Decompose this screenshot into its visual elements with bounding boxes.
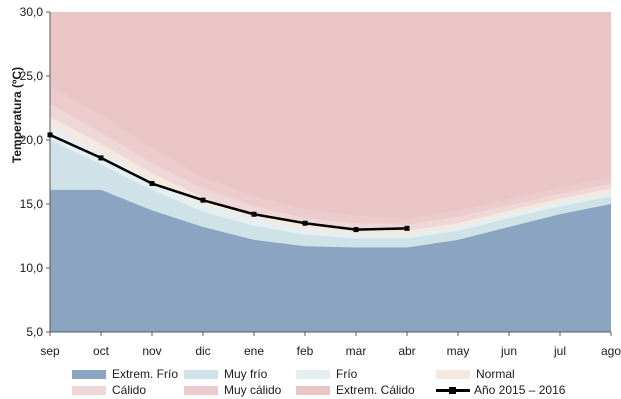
legend-item-calido: Cálido <box>72 383 184 397</box>
y-tick-label: 5,0 <box>26 325 43 339</box>
legend-swatch <box>184 369 218 379</box>
y-tick-label: 15,0 <box>20 197 44 211</box>
legend-swatch <box>436 386 470 395</box>
legend-swatch <box>296 385 330 395</box>
x-tick-label: jun <box>500 344 517 358</box>
legend-label: Extrem. Frío <box>112 367 179 381</box>
x-tick-label: dic <box>195 344 210 358</box>
legend-item-ano-2015-2016: Año 2015 – 2016 <box>436 383 565 397</box>
legend: Extrem. Frío Muy frío Frío Normal Cálido Muy … <box>72 366 612 398</box>
series-point <box>353 227 359 233</box>
legend-item-frio: Frío <box>296 367 436 381</box>
legend-swatch <box>72 385 106 395</box>
band-extrem-frio <box>50 189 611 332</box>
legend-swatch <box>72 369 106 379</box>
series-line <box>49 133 408 231</box>
legend-item-extrem-calido: Extrem. Cálido <box>296 383 436 397</box>
climate-bands <box>50 12 611 333</box>
legend-label: Frío <box>336 367 358 381</box>
x-tick-label: ene <box>244 344 264 358</box>
legend-label: Extrem. Cálido <box>336 383 415 397</box>
series-point <box>149 181 155 187</box>
x-tick-labels: sep oct nov dic ene feb mar abr may jun jul ago <box>40 332 621 358</box>
legend-row: Cálido Muy cálido Extrem. Cálido Año 2015 –… <box>72 382 612 398</box>
x-tick-label: ago <box>601 344 621 358</box>
legend-swatch <box>296 369 330 379</box>
y-tick-label: 30,0 <box>20 5 44 19</box>
series-point <box>251 211 257 217</box>
legend-item-normal: Normal <box>436 367 548 381</box>
y-tick-labels: 5,0 10,0 15,0 20,0 25,0 30,0 <box>20 5 50 339</box>
legend-label: Cálido <box>112 383 147 397</box>
legend-swatch <box>184 385 218 395</box>
x-tick-label: nov <box>142 344 161 358</box>
y-tick-label: 20,0 <box>20 133 44 147</box>
axes <box>49 12 611 333</box>
legend-row: Extrem. Frío Muy frío Frío Normal <box>72 366 612 382</box>
x-tick-label: mar <box>346 344 367 358</box>
y-tick-label: 25,0 <box>20 69 44 83</box>
x-tick-label: abr <box>398 344 415 358</box>
legend-item-extrem-frio: Extrem. Frío <box>72 367 184 381</box>
y-tick-label: 10,0 <box>20 261 44 275</box>
legend-label: Muy frío <box>224 367 268 381</box>
x-tick-label: feb <box>297 344 314 358</box>
series-point <box>302 220 308 226</box>
legend-label: Normal <box>476 367 515 381</box>
series-point <box>47 132 53 138</box>
legend-label: Muy cálido <box>224 383 282 397</box>
legend-swatch <box>436 369 470 379</box>
legend-item-muy-frio: Muy frío <box>184 367 296 381</box>
x-tick-label: sep <box>40 344 60 358</box>
x-tick-label: may <box>447 344 470 358</box>
series-lines <box>47 132 410 233</box>
series-point <box>98 155 104 161</box>
legend-item-muy-calido: Muy cálido <box>184 383 296 397</box>
x-tick-label: jul <box>553 344 566 358</box>
series-point <box>200 197 206 203</box>
series-point <box>404 225 410 231</box>
y-axis-label: Temperatura (ºC) <box>10 67 24 163</box>
legend-label: Año 2015 – 2016 <box>474 383 566 397</box>
x-tick-label: oct <box>93 344 110 358</box>
